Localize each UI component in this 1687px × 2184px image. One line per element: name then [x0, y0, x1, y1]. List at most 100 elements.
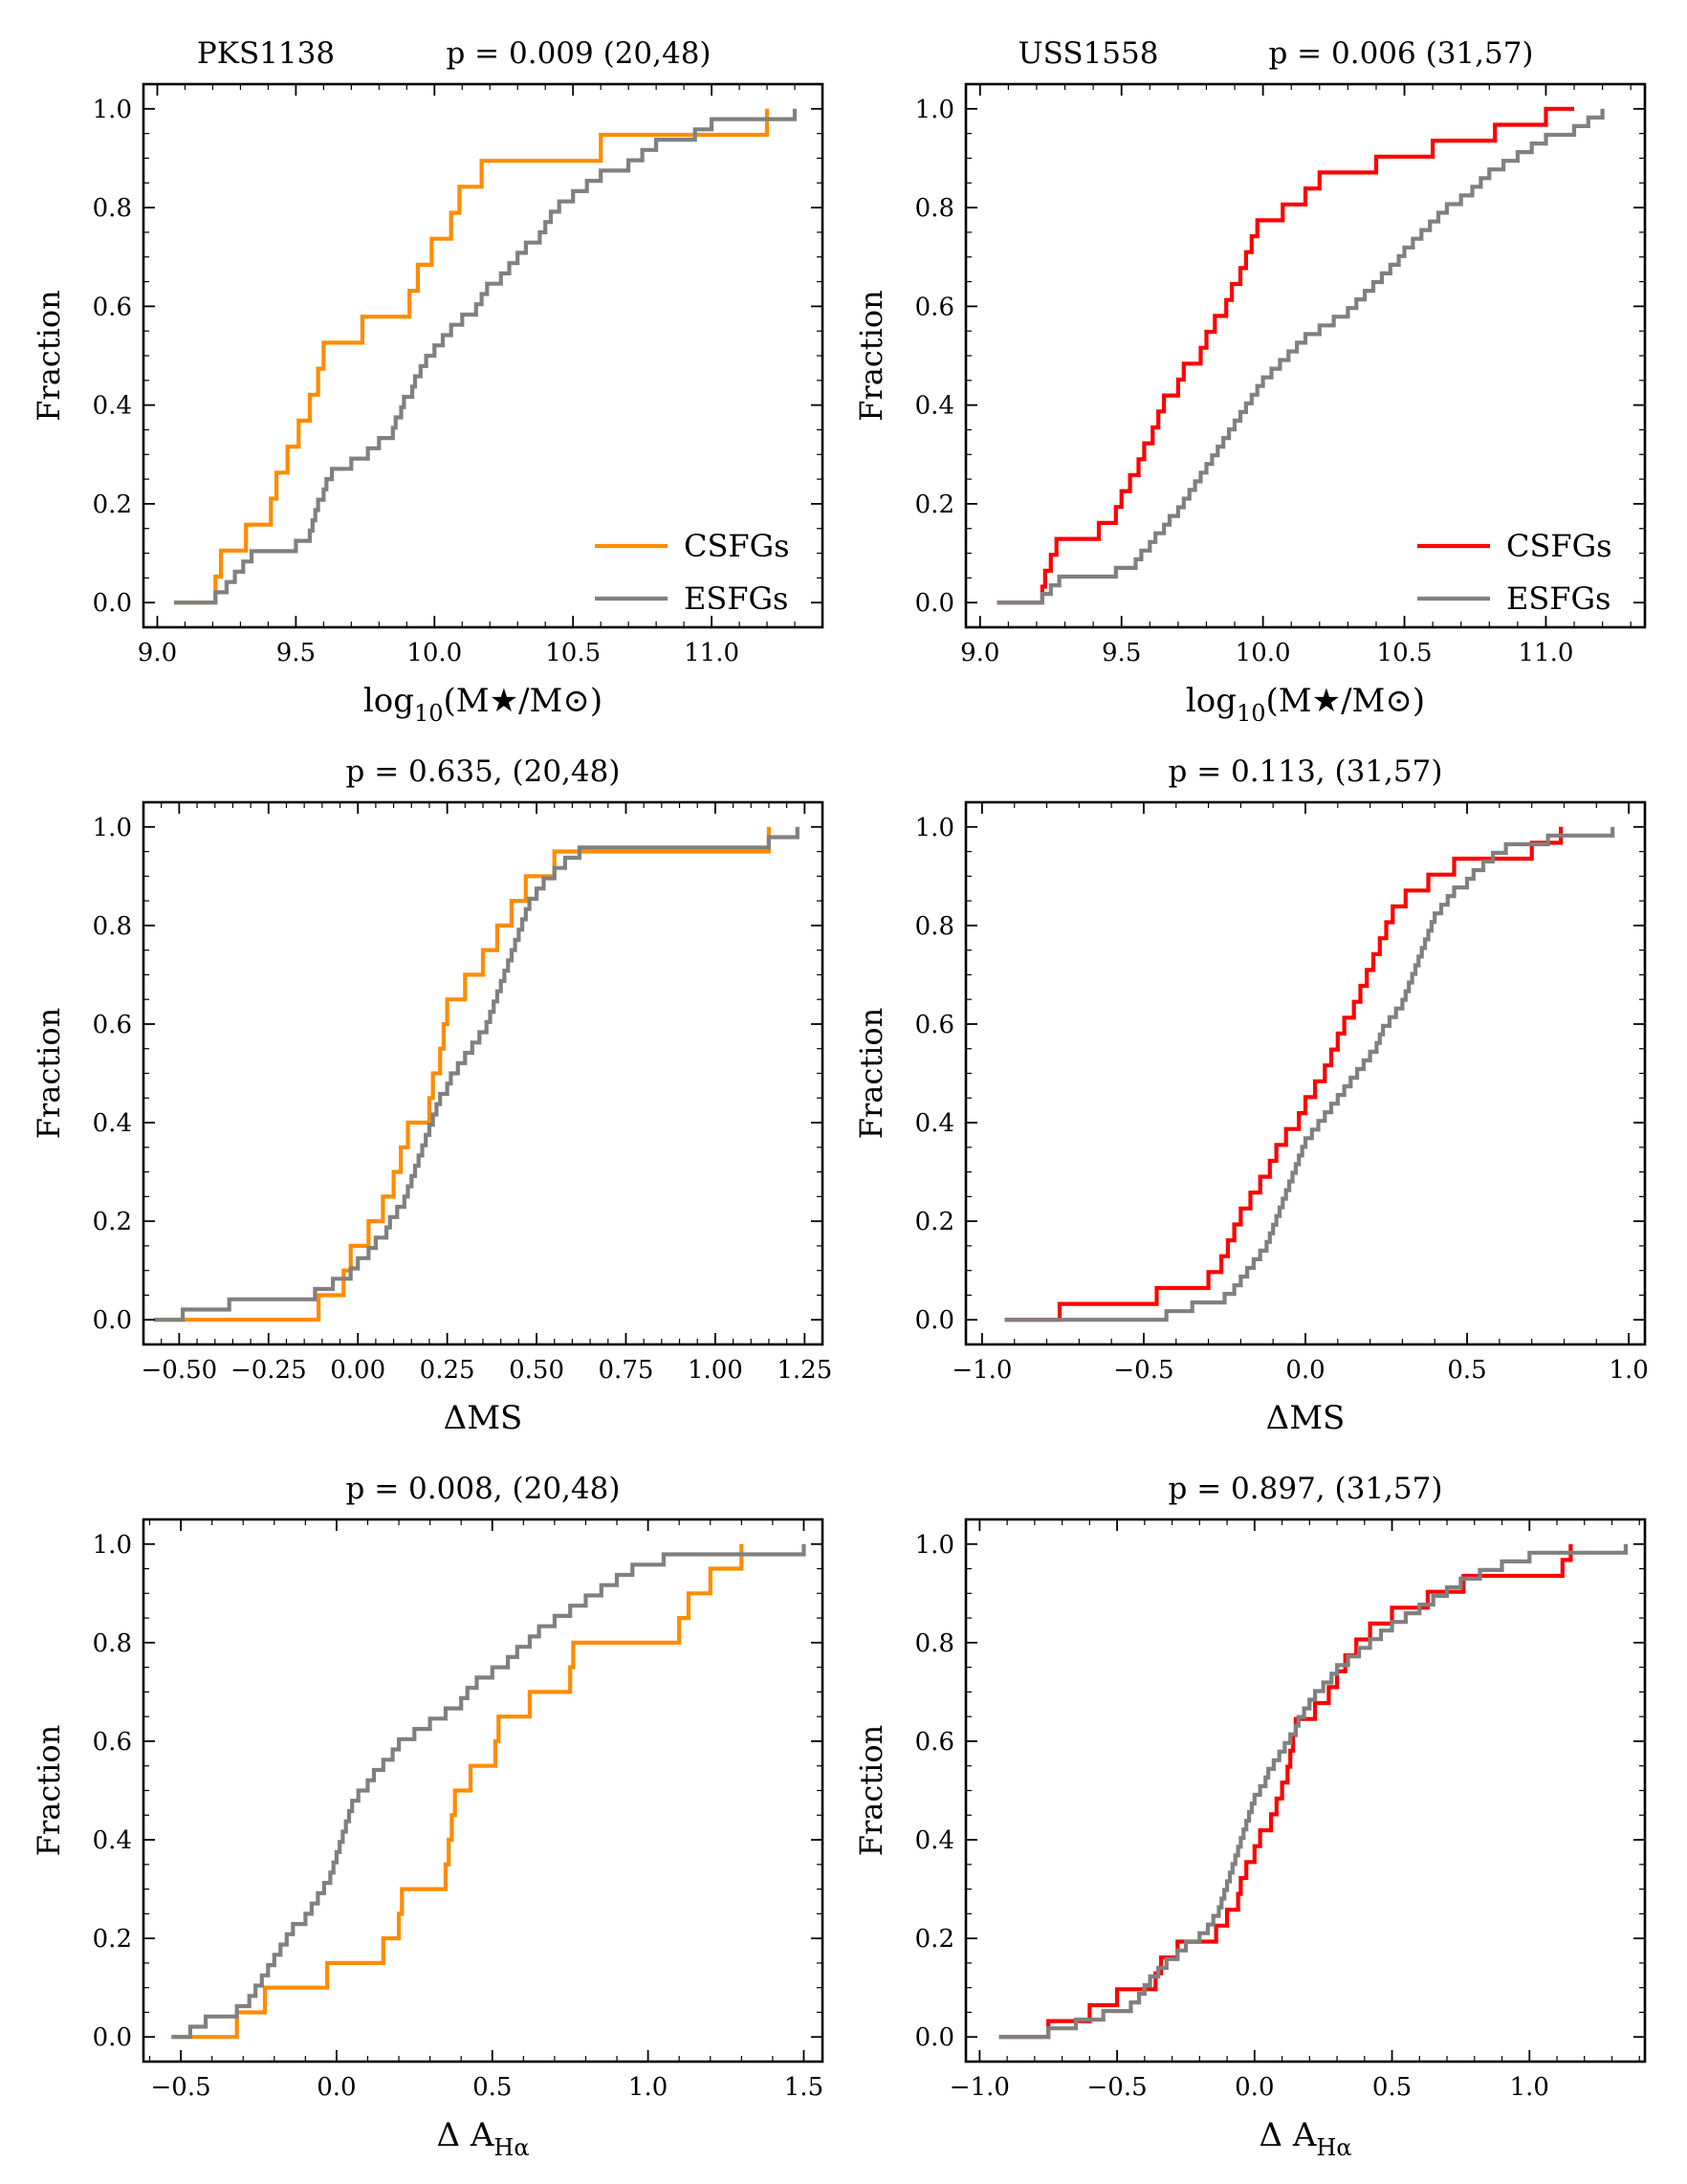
series-csfgs-line [998, 1543, 1573, 2040]
y-tick-label: 0.6 [915, 293, 954, 321]
panel-title: p = 0.897, (31,57) [1169, 1472, 1443, 1506]
x-axis-label: Δ AHα [1259, 2116, 1351, 2161]
y-tick-label: 0.0 [915, 589, 954, 618]
panel-title: p = 0.008, (20,48) [346, 1472, 621, 1506]
y-axis-label: Fraction [853, 1008, 889, 1139]
x-tick-label: 10.0 [406, 639, 462, 667]
x-tick-label: 9.0 [960, 639, 999, 667]
series-esfgs-line [171, 1543, 806, 2040]
panel-title-right: p = 0.006 (31,57) [1268, 36, 1533, 71]
y-tick-label: 0.2 [93, 1925, 132, 1954]
x-tick-label: 9.5 [276, 639, 316, 667]
panel-4: −1.0 −0.5 0.0 0.5 1.0 0.0 0.2 0.4 0.6 0.8 1.0 p = 0… [853, 754, 1649, 1437]
y-tick-label: 0.4 [915, 392, 954, 421]
y-tick-label: 0.2 [915, 1208, 954, 1236]
y-tick-label: 0.8 [93, 912, 132, 941]
y-tick-label: 0.8 [915, 194, 954, 223]
y-tick-label: 0.6 [915, 1011, 954, 1039]
y-tick-label: 0.8 [93, 194, 132, 223]
series-csfgs-line [997, 106, 1574, 605]
x-tick-label: 0.5 [1447, 1356, 1486, 1385]
y-axis-label: Fraction [853, 1725, 889, 1856]
x-tick-label: 1.00 [688, 1356, 743, 1385]
y-tick-label: 0.0 [93, 589, 132, 618]
x-tick-label: 9.5 [1102, 639, 1141, 667]
x-tick-label: 0.0 [317, 2073, 356, 2102]
panel-1: 9.0 9.5 10.0 10.5 11.0 0.0 0.2 0.4 0.6 0.8 1.0 PKS1… [31, 36, 824, 727]
y-tick-label: 0.6 [93, 1728, 132, 1757]
x-tick-label: −0.5 [1113, 1356, 1173, 1385]
x-tick-label: 0.50 [509, 1356, 564, 1385]
series-esfgs-line [1004, 826, 1615, 1322]
y-tick-label: 0.6 [93, 1011, 132, 1039]
y-tick-label: 0.8 [915, 1629, 954, 1658]
y-tick-label: 0.2 [93, 491, 132, 519]
y-tick-label: 0.6 [93, 293, 132, 321]
plot-frame [142, 800, 824, 1346]
x-tick-label: 1.0 [628, 2073, 668, 2102]
x-tick-label: 11.0 [684, 639, 739, 667]
x-tick-label: 1.0 [1510, 2073, 1549, 2102]
x-tick-label: 11.0 [1519, 639, 1574, 667]
panel-5: −0.5 0.0 0.5 1.0 1.5 0.0 0.2 0.4 0.6 0.8 1.0 p = 0.… [31, 1472, 824, 2161]
x-tick-label: −0.50 [142, 1356, 218, 1385]
plot-frame [142, 1518, 824, 2064]
x-axis-label: log10(M★/M⊙) [363, 682, 602, 727]
x-tick-label: −1.0 [950, 2073, 1010, 2102]
series-esfgs-line [173, 108, 798, 605]
plot-frame [964, 1518, 1647, 2064]
series-esfgs-line [997, 108, 1605, 605]
x-tick-label: 0.75 [599, 1356, 654, 1385]
legend-label-esfgs: ESFGs [1506, 580, 1610, 617]
y-tick-label: 0.0 [915, 1306, 954, 1335]
panel-title-left: PKS1138 [197, 36, 335, 71]
x-tick-label: 1.5 [784, 2073, 823, 2102]
x-tick-label: 10.5 [545, 639, 601, 667]
plot-frame [964, 800, 1647, 1346]
panel-title-right: p = 0.009 (20,48) [446, 36, 711, 71]
x-axis-label: ΔMS [1266, 1399, 1346, 1437]
x-tick-label: −0.25 [230, 1356, 307, 1385]
y-axis-label: Fraction [31, 1008, 67, 1139]
legend-label-esfgs: ESFGs [684, 580, 788, 617]
legend-label-csfgs: CSFGs [1506, 528, 1612, 564]
x-tick-label: 10.0 [1236, 639, 1291, 667]
series-csfgs-line [171, 1543, 744, 2040]
y-tick-label: 0.2 [93, 1208, 132, 1236]
series-csfgs-line [1004, 826, 1564, 1322]
y-tick-label: 1.0 [915, 96, 954, 124]
y-tick-label: 0.0 [915, 2023, 954, 2052]
panel-6: −1.0 −0.5 0.0 0.5 1.0 0.0 0.2 0.4 0.6 0.8 1.0 p = 0… [853, 1472, 1647, 2161]
y-tick-label: 0.4 [93, 1109, 132, 1138]
panel-title: p = 0.113, (31,57) [1169, 754, 1443, 789]
y-tick-label: 0.4 [93, 1826, 132, 1855]
y-axis-label: Fraction [31, 1725, 67, 1856]
x-tick-label: 0.5 [1372, 2073, 1412, 2102]
legend-label-csfgs: CSFGs [684, 528, 790, 564]
x-tick-label: −1.0 [952, 1356, 1012, 1385]
x-tick-label: 10.5 [1377, 639, 1433, 667]
x-tick-label: 0.5 [472, 2073, 512, 2102]
y-tick-label: 0.4 [915, 1826, 954, 1855]
y-tick-label: 1.0 [93, 96, 132, 124]
x-tick-label: 1.0 [1609, 1356, 1648, 1385]
series-csfgs-line [154, 826, 771, 1322]
y-tick-label: 1.0 [93, 1531, 132, 1560]
y-tick-label: 0.8 [93, 1629, 132, 1658]
y-tick-label: 0.0 [93, 1306, 132, 1335]
panel-3: −0.50 −0.25 0.00 0.25 0.50 0.75 1.00 1.25 0.0 0.2… [31, 754, 832, 1437]
y-tick-label: 0.2 [915, 1925, 954, 1954]
y-tick-label: 0.4 [93, 392, 132, 421]
series-esfgs-line [998, 1543, 1628, 2040]
x-tick-label: −0.5 [1087, 2073, 1148, 2102]
panel-title-left: USS1558 [1019, 36, 1159, 71]
x-tick-label: 0.0 [1235, 2073, 1274, 2102]
y-tick-label: 1.0 [93, 814, 132, 842]
panel-2: 9.0 9.5 10.0 10.5 11.0 0.0 0.2 0.4 0.6 0.8 1.0 USS1… [853, 36, 1647, 727]
x-tick-label: −0.5 [151, 2073, 211, 2102]
series-esfgs-line [154, 826, 800, 1322]
y-tick-label: 0.8 [915, 912, 954, 941]
series-csfgs-line [173, 108, 770, 605]
y-tick-label: 0.6 [915, 1728, 954, 1757]
